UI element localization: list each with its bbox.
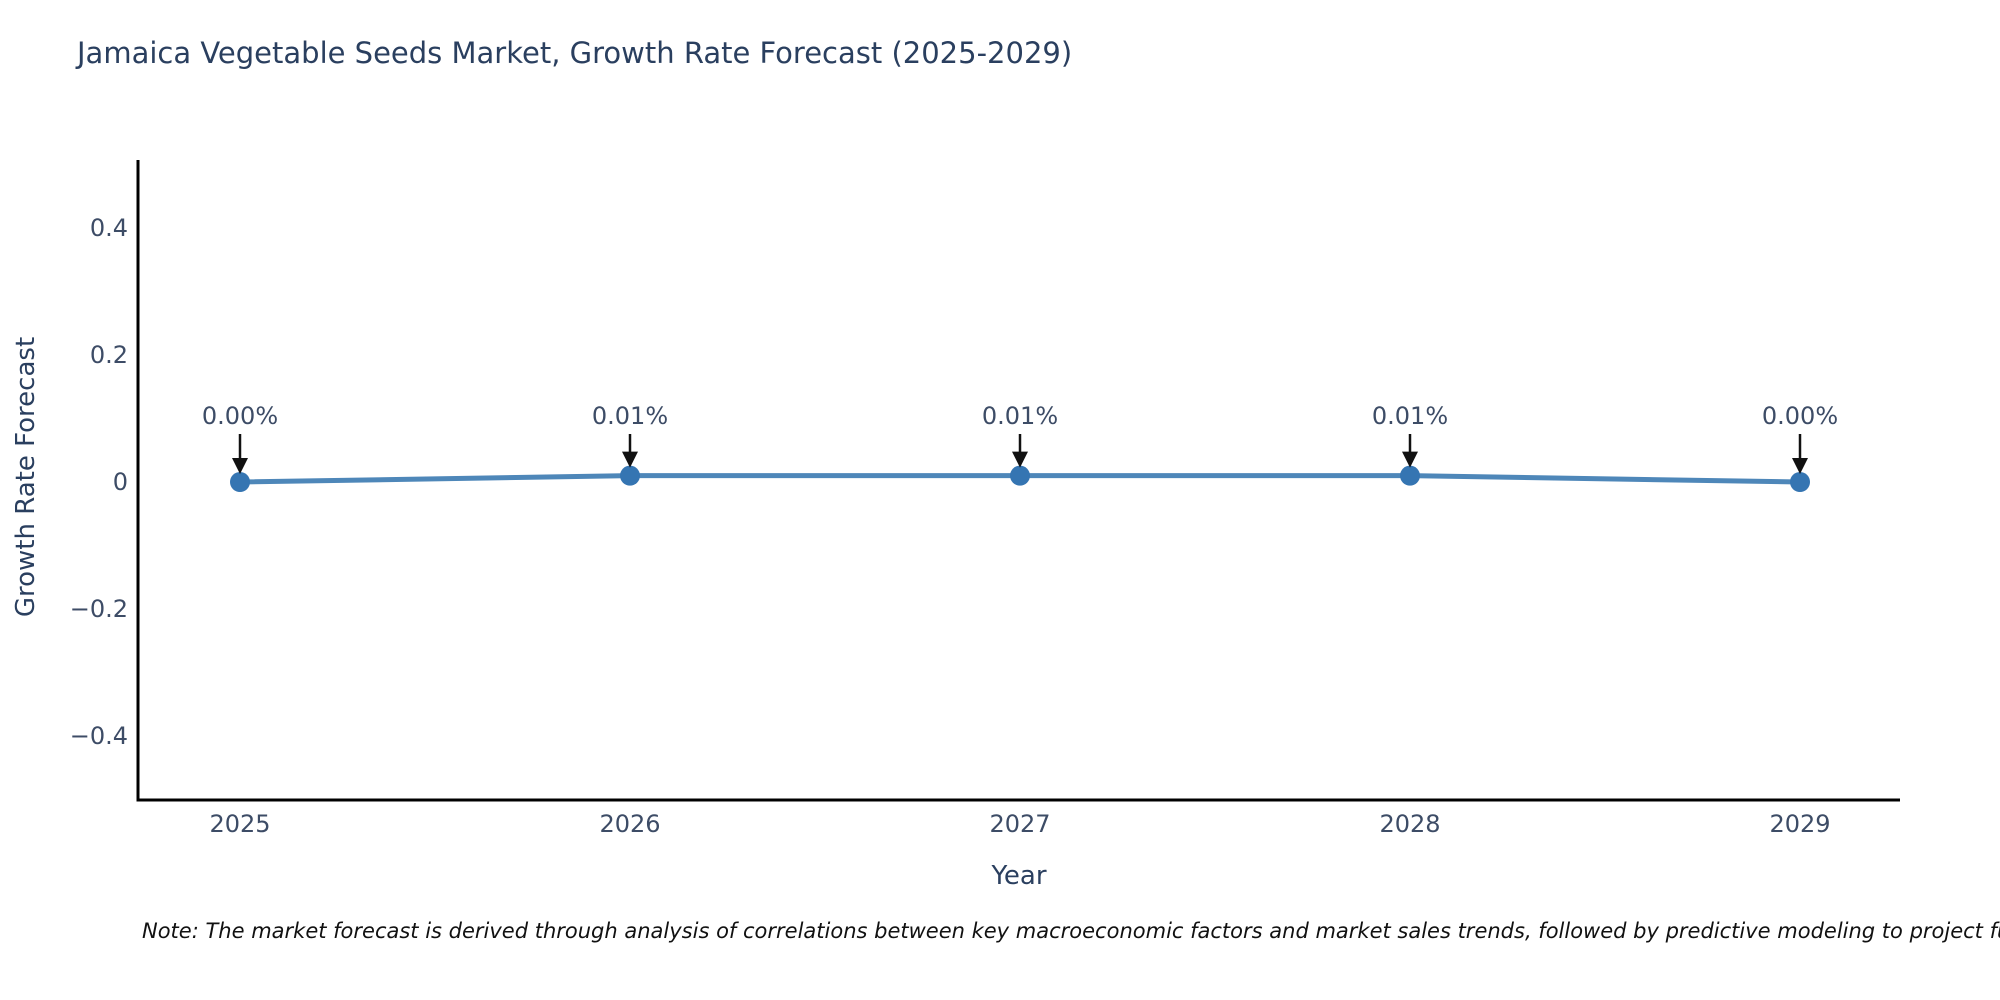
- x-tick-label: 2025: [209, 810, 270, 838]
- annotation-arrow-head: [1402, 451, 1418, 468]
- y-tick-label: 0.4: [90, 214, 128, 242]
- annotation-arrow-head: [1012, 451, 1028, 468]
- y-tick-label: −0.4: [70, 722, 128, 750]
- y-tick-label: −0.2: [70, 595, 128, 623]
- annotation-arrow-head: [1792, 458, 1808, 474]
- annotation-arrow-head: [232, 458, 248, 474]
- annotation-arrow-head: [622, 451, 638, 468]
- x-tick-label: 2028: [1379, 810, 1440, 838]
- point-annotation-label: 0.01%: [592, 402, 668, 430]
- footnote: Note: The market forecast is derived thr…: [142, 919, 2000, 943]
- y-tick-label: 0.2: [90, 341, 128, 369]
- point-annotation-label: 0.00%: [1762, 402, 1838, 430]
- data-point-marker: [1400, 465, 1420, 486]
- data-point-marker: [1010, 465, 1030, 486]
- data-point-marker: [1790, 472, 1810, 492]
- point-annotation-label: 0.01%: [1372, 402, 1448, 430]
- x-axis-title: Year: [991, 861, 1047, 891]
- x-tick-label: 2029: [1769, 810, 1830, 838]
- point-annotation-label: 0.01%: [982, 402, 1058, 430]
- data-point-marker: [230, 472, 250, 492]
- x-tick-label: 2027: [989, 810, 1050, 838]
- data-point-marker: [620, 465, 640, 486]
- chart-title: Jamaica Vegetable Seeds Market, Growth R…: [77, 36, 1073, 70]
- x-tick-label: 2026: [599, 810, 660, 838]
- y-tick-label: 0: [113, 468, 128, 496]
- point-annotation-label: 0.00%: [202, 402, 278, 430]
